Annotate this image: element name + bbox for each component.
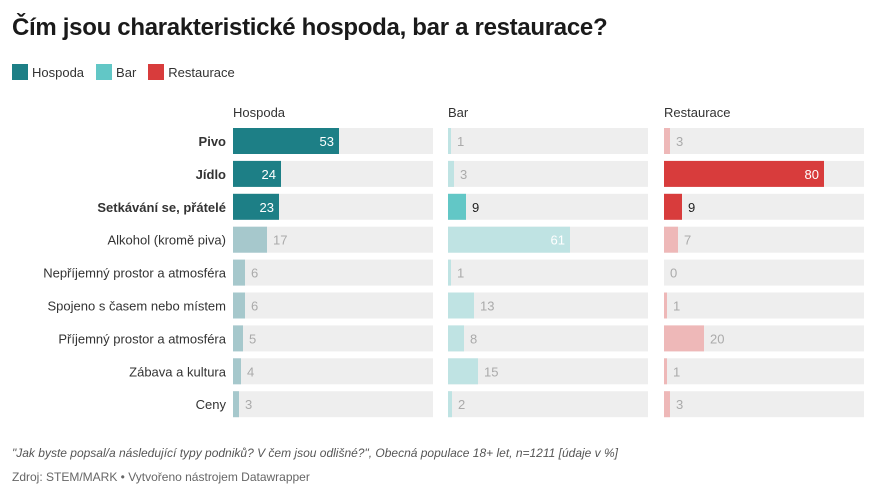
legend-label-hospoda: Hospoda xyxy=(32,64,85,80)
value-label-hospoda-spojeno-s-casem-nebo-mistem: 6 xyxy=(251,299,258,314)
bar-background-bar-ceny xyxy=(448,391,648,418)
row-label-jidlo: Jídlo xyxy=(196,167,226,182)
legend-swatch-hospoda xyxy=(12,64,28,80)
bar-background-hospoda-zabava-a-kultura xyxy=(233,358,433,385)
bar-hospoda-prijemny-prostor-a-atmosfera xyxy=(233,325,243,352)
row-label-zabava-a-kultura: Zábava a kultura xyxy=(129,364,227,379)
footnote: "Jak byste popsal/a následující typy pod… xyxy=(12,446,619,460)
bar-restaurace-zabava-a-kultura xyxy=(664,358,667,385)
bar-background-bar-zabava-a-kultura xyxy=(448,358,648,385)
bar-background-hospoda-prijemny-prostor-a-atmosfera xyxy=(233,325,433,352)
legend-label-restaurace: Restaurace xyxy=(168,64,235,80)
panel-header-bar: Bar xyxy=(448,105,469,120)
bar-background-hospoda-neprijemny-prostor-a-atmosfera xyxy=(233,259,433,286)
bar-background-bar-setkavani-se-pratele xyxy=(448,193,648,220)
row-label-pivo: Pivo xyxy=(199,134,227,149)
bar-bar-zabava-a-kultura xyxy=(448,358,478,385)
bar-background-bar-pivo xyxy=(448,128,648,154)
bar-restaurace-prijemny-prostor-a-atmosfera xyxy=(664,325,704,352)
value-label-hospoda-ceny: 3 xyxy=(245,397,252,412)
bar-background-restaurace-pivo xyxy=(664,128,864,154)
bar-hospoda-spojeno-s-casem-nebo-mistem xyxy=(233,292,245,319)
value-label-bar-jidlo: 3 xyxy=(460,167,467,182)
bar-background-restaurace-spojeno-s-casem-nebo-mistem xyxy=(664,292,864,319)
bar-restaurace-ceny xyxy=(664,391,670,418)
legend-item-bar: Bar xyxy=(96,64,136,80)
value-label-restaurace-alkohol-krome-piva: 7 xyxy=(684,233,691,248)
value-label-hospoda-zabava-a-kultura: 4 xyxy=(247,364,254,379)
bar-bar-spojeno-s-casem-nebo-mistem xyxy=(448,292,474,319)
bar-background-bar-jidlo xyxy=(448,160,648,187)
bar-background-hospoda-ceny xyxy=(233,391,433,418)
value-label-bar-zabava-a-kultura: 15 xyxy=(484,364,498,379)
legend: Hospoda Bar Restaurace xyxy=(12,64,247,80)
row-label-setkavani-se-pratele: Setkávání se, přátelé xyxy=(97,200,226,215)
value-label-bar-spojeno-s-casem-nebo-mistem: 13 xyxy=(480,299,494,314)
bar-background-restaurace-neprijemny-prostor-a-atmosfera xyxy=(664,259,864,286)
bar-restaurace-pivo xyxy=(664,128,670,154)
bar-bar-ceny xyxy=(448,391,452,418)
value-label-restaurace-spojeno-s-casem-nebo-mistem: 1 xyxy=(673,299,680,314)
row-label-neprijemny-prostor-a-atmosfera: Nepříjemný prostor a atmosféra xyxy=(43,266,227,281)
value-label-restaurace-ceny: 3 xyxy=(676,397,683,412)
value-label-bar-ceny: 2 xyxy=(458,397,465,412)
source-note: Zdroj: STEM/MARK • Vytvořeno nástrojem D… xyxy=(12,470,310,484)
bar-restaurace-alkohol-krome-piva xyxy=(664,226,678,253)
row-label-prijemny-prostor-a-atmosfera: Příjemný prostor a atmosféra xyxy=(58,331,226,346)
bar-background-bar-spojeno-s-casem-nebo-mistem xyxy=(448,292,648,319)
bar-restaurace-jidlo xyxy=(664,160,824,187)
bar-bar-pivo xyxy=(448,128,451,154)
value-label-bar-prijemny-prostor-a-atmosfera: 8 xyxy=(470,331,477,346)
bar-background-hospoda-spojeno-s-casem-nebo-mistem xyxy=(233,292,433,319)
bar-hospoda-zabava-a-kultura xyxy=(233,358,241,385)
value-label-bar-setkavani-se-pratele: 9 xyxy=(472,200,479,215)
value-label-restaurace-neprijemny-prostor-a-atmosfera: 0 xyxy=(670,266,677,281)
legend-item-restaurace: Restaurace xyxy=(148,64,235,80)
bar-background-restaurace-ceny xyxy=(664,391,864,418)
legend-swatch-bar xyxy=(96,64,113,80)
value-label-bar-alkohol-krome-piva: 61 xyxy=(551,233,565,248)
bar-background-restaurace-zabava-a-kultura xyxy=(664,358,864,385)
value-label-restaurace-prijemny-prostor-a-atmosfera: 20 xyxy=(710,331,724,346)
panel-header-hospoda: Hospoda xyxy=(233,105,286,120)
value-label-restaurace-setkavani-se-pratele: 9 xyxy=(688,200,695,215)
value-label-hospoda-pivo: 53 xyxy=(320,134,334,149)
legend-item-hospoda: Hospoda xyxy=(12,64,84,80)
value-label-hospoda-jidlo: 24 xyxy=(262,167,276,182)
bar-hospoda-setkavani-se-pratele xyxy=(233,193,279,220)
bar-hospoda-pivo xyxy=(233,128,339,154)
value-label-hospoda-neprijemny-prostor-a-atmosfera: 6 xyxy=(251,266,258,281)
bar-bar-prijemny-prostor-a-atmosfera xyxy=(448,325,464,352)
value-label-hospoda-alkohol-krome-piva: 17 xyxy=(273,233,287,248)
bar-bar-alkohol-krome-piva xyxy=(448,226,570,253)
bar-background-restaurace-setkavani-se-pratele xyxy=(664,193,864,220)
legend-swatch-restaurace xyxy=(148,64,165,80)
panel-header-restaurace: Restaurace xyxy=(664,105,730,120)
bar-hospoda-alkohol-krome-piva xyxy=(233,226,267,253)
bar-hospoda-ceny xyxy=(233,391,239,418)
row-label-ceny: Ceny xyxy=(196,397,227,412)
value-label-hospoda-prijemny-prostor-a-atmosfera: 5 xyxy=(249,331,256,346)
bar-bar-jidlo xyxy=(448,160,454,187)
value-label-restaurace-zabava-a-kultura: 1 xyxy=(673,364,680,379)
chart-title: Čím jsou charakteristické hospoda, bar a… xyxy=(12,14,608,41)
value-label-bar-pivo: 1 xyxy=(457,134,464,149)
bar-hospoda-neprijemny-prostor-a-atmosfera xyxy=(233,259,245,286)
bar-background-bar-prijemny-prostor-a-atmosfera xyxy=(448,325,648,352)
value-label-restaurace-jidlo: 80 xyxy=(805,167,819,182)
bar-bar-setkavani-se-pratele xyxy=(448,193,466,220)
bar-background-bar-neprijemny-prostor-a-atmosfera xyxy=(448,259,648,286)
value-label-hospoda-setkavani-se-pratele: 23 xyxy=(260,200,274,215)
row-label-spojeno-s-casem-nebo-mistem: Spojeno s časem nebo místem xyxy=(48,299,226,314)
value-label-bar-neprijemny-prostor-a-atmosfera: 1 xyxy=(457,266,464,281)
bar-bar-neprijemny-prostor-a-atmosfera xyxy=(448,259,451,286)
bar-restaurace-setkavani-se-pratele xyxy=(664,193,682,220)
bar-background-restaurace-alkohol-krome-piva xyxy=(664,226,864,253)
bar-hospoda-jidlo xyxy=(233,160,281,187)
row-label-alkohol-krome-piva: Alkohol (kromě piva) xyxy=(108,233,227,248)
bar-restaurace-spojeno-s-casem-nebo-mistem xyxy=(664,292,667,319)
legend-label-bar: Bar xyxy=(116,64,137,80)
value-label-restaurace-pivo: 3 xyxy=(676,134,683,149)
